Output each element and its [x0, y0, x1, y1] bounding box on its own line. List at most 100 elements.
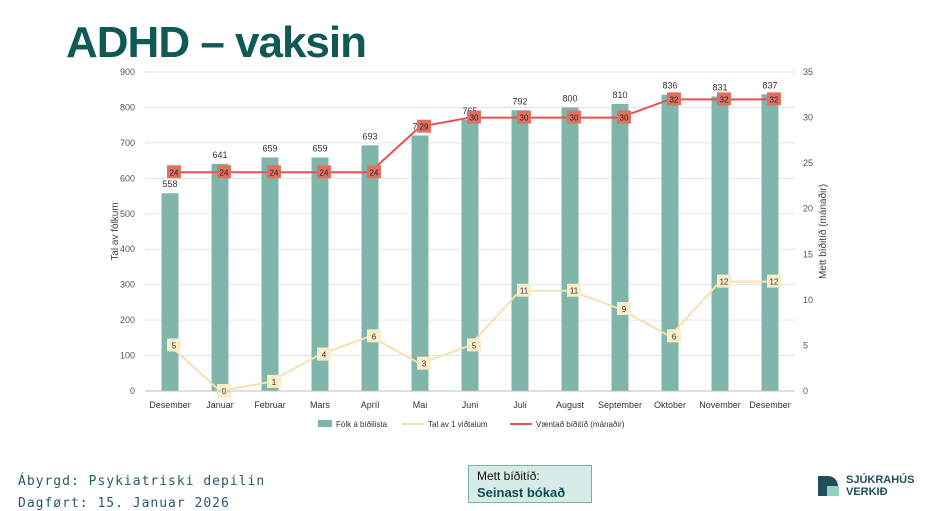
- y-tick-label: 300: [120, 280, 135, 290]
- x-tick-label: November: [699, 400, 741, 410]
- line-point-label-box: [167, 165, 181, 179]
- logo-icon: [818, 476, 839, 496]
- line-point-label: 24: [170, 168, 179, 177]
- y-tick-label: 800: [120, 102, 135, 112]
- y2-tick-label: 30: [803, 113, 813, 123]
- line-point-label-box: [667, 329, 681, 343]
- mett-box: Mett bíðitíð: Seinast bókað: [468, 465, 592, 503]
- line-point-label-box: [167, 338, 181, 352]
- bar-data-label: 693: [362, 131, 377, 141]
- x-tick-label: September: [598, 400, 642, 410]
- line-point-label-box: [717, 274, 731, 288]
- legend-label: Tal av 1 viðtalum: [428, 420, 488, 429]
- y2-tick-label: 0: [803, 386, 808, 396]
- bar-data-label: 837: [762, 80, 777, 90]
- bar-data-label: 836: [662, 81, 677, 91]
- bar-data-label: 558: [162, 179, 177, 189]
- line-point-label: 1: [272, 378, 277, 387]
- line-point-label: 3: [422, 360, 427, 369]
- x-tick-label: Mai: [413, 400, 428, 410]
- line-point-label-box: [317, 165, 331, 179]
- line-point-label: 5: [472, 341, 477, 350]
- x-tick-label: Januar: [206, 400, 234, 410]
- bar: [561, 107, 579, 391]
- bar: [161, 193, 179, 391]
- line-point-label-box: [767, 92, 781, 106]
- bar-data-label: 641: [212, 150, 227, 160]
- line-point-label: 12: [770, 278, 779, 287]
- x-tick-label: Februar: [254, 400, 286, 410]
- line-point-label-box: [417, 119, 431, 133]
- line-point-label: 30: [570, 114, 579, 123]
- line-point-label-box: [517, 110, 531, 124]
- x-tick-label: August: [556, 400, 585, 410]
- line-point-label: 32: [720, 95, 729, 104]
- bar: [211, 163, 229, 391]
- line-point-label-box: [617, 110, 631, 124]
- line-point-label-box: [217, 165, 231, 179]
- mett-value: Seinast bókað: [477, 485, 566, 500]
- line-point-label-box: [317, 347, 331, 361]
- line-point-label: 6: [672, 332, 677, 341]
- bar-data-label: 659: [262, 143, 277, 153]
- y2-tick-label: 25: [803, 158, 813, 168]
- bar: [411, 135, 429, 391]
- combo-chart: 558641659659693721765792800810836831837 …: [110, 67, 829, 429]
- line-point-label: 32: [670, 95, 679, 104]
- line-point-label: 29: [420, 123, 429, 132]
- x-tick-label: Oktober: [654, 400, 686, 410]
- line-point-label: 24: [220, 168, 229, 177]
- line-point-label-box: [367, 329, 381, 343]
- y-tick-label: 400: [120, 244, 135, 254]
- y-tick-label: 200: [120, 315, 135, 325]
- x-tick-label: Mars: [310, 400, 330, 410]
- y-tick-label: 0: [130, 386, 135, 396]
- line-series: 5014635111196121224242424242930303030323…: [167, 92, 781, 397]
- line-point-label: 24: [270, 168, 279, 177]
- line-point-label: 4: [322, 351, 327, 360]
- legend-label: Fólk á bíðilista: [336, 420, 388, 429]
- y-tick-label: 700: [120, 138, 135, 148]
- y-axis-title: Tal av fólkum: [110, 202, 121, 260]
- line-point-label-box: [267, 374, 281, 388]
- y-tick-label: 100: [120, 351, 135, 361]
- x-tick-label: Desember: [149, 400, 191, 410]
- line-point-label-box: [567, 110, 581, 124]
- line-point-label: 12: [720, 278, 729, 287]
- legend-swatch: [318, 420, 332, 427]
- line-point-label-box: [467, 110, 481, 124]
- line-point-label-box: [467, 338, 481, 352]
- bar: [661, 94, 679, 391]
- line-point-label: 30: [620, 114, 629, 123]
- x-tick-label: Juni: [462, 400, 479, 410]
- y-tick-label: 500: [120, 209, 135, 219]
- legend: Fólk á bíðilista Tal av 1 viðtalum Væntað …: [318, 420, 625, 429]
- line-point-label-box: [367, 165, 381, 179]
- bar: [761, 94, 779, 391]
- line-point-label-box: [517, 283, 531, 297]
- y-tick-label: 600: [120, 173, 135, 183]
- hospital-logo: SJÚKRAHÚS VERKIÐ: [815, 473, 914, 499]
- y2-tick-label: 35: [803, 67, 813, 77]
- line-point-label: 9: [622, 305, 627, 314]
- line-point-label: 5: [172, 341, 177, 350]
- bar: [711, 96, 729, 391]
- x-tick-label: Juli: [513, 400, 527, 410]
- bar-data-label: 810: [612, 90, 627, 100]
- bar: [461, 119, 479, 391]
- y2-tick-label: 15: [803, 249, 813, 259]
- line-point-label-box: [617, 301, 631, 315]
- line-point-label: 24: [320, 168, 329, 177]
- bar: [361, 145, 379, 391]
- bar: [511, 110, 529, 391]
- bar: [261, 157, 279, 391]
- bar-data-label: 831: [712, 82, 727, 92]
- line-point-label: 11: [520, 287, 529, 296]
- y2-tick-label: 10: [803, 295, 813, 305]
- bar-data-label: 792: [512, 96, 527, 106]
- slide-title: ADHD – vaksin: [66, 18, 367, 67]
- line-point-label-box: [767, 274, 781, 288]
- line-point-label: 30: [520, 114, 529, 123]
- y2-tick-label: 5: [803, 340, 808, 350]
- line-point-label-box: [717, 92, 731, 106]
